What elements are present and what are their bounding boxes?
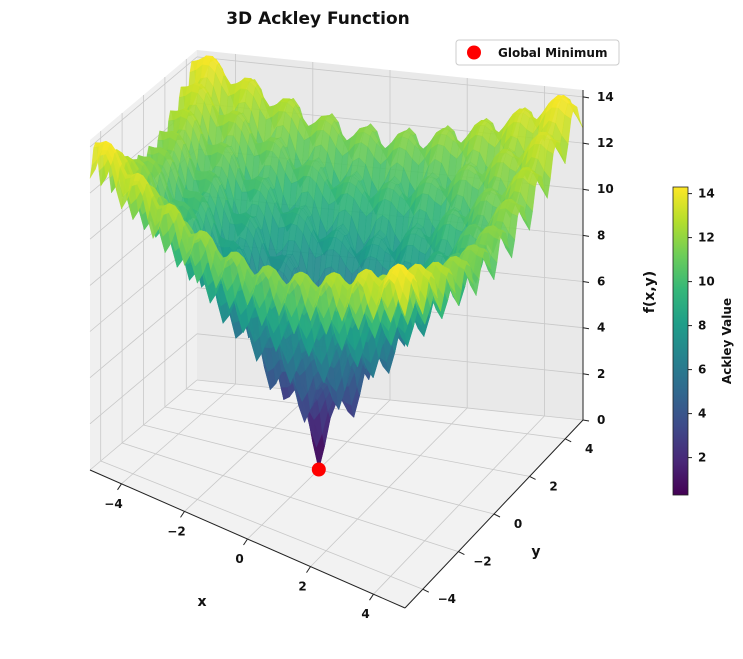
- z-tick-label: 10: [597, 182, 614, 196]
- x-tick-label: 2: [298, 580, 306, 594]
- gridline-y-floor: [164, 406, 530, 477]
- colorbar-tick-label: 10: [698, 275, 715, 289]
- gridlines: [89, 54, 584, 595]
- gridline-z-left: [89, 287, 198, 379]
- legend-marker-global-minimum: [467, 45, 481, 60]
- x-tick-mark: [369, 593, 374, 601]
- colorbar-tick-label: 8: [698, 319, 706, 333]
- x-tick-label: −2: [167, 524, 185, 538]
- y-tick-mark: [564, 438, 572, 443]
- gridline-y-floor: [186, 388, 566, 440]
- z-tick-label: 4: [597, 321, 605, 335]
- colorbar-tick-label: 12: [698, 231, 715, 245]
- x-axis-label: x: [197, 594, 206, 610]
- x-tick-mark: [306, 566, 311, 573]
- y-tick-label: 0: [514, 517, 522, 531]
- z-tick-mark: [582, 281, 590, 283]
- colorbar-label: Ackley Value: [720, 298, 734, 384]
- z-tick-label: 14: [597, 90, 614, 104]
- z-axis-label: f(x,y): [642, 271, 658, 313]
- y-tick-label: 4: [585, 442, 593, 456]
- z-tick-mark: [582, 419, 590, 422]
- colorbar-ticks: 2 4 6 8 10 12 14: [688, 187, 715, 465]
- z-tick-label: 8: [597, 228, 605, 242]
- z-tick-label: 12: [597, 136, 614, 150]
- x-tick-label: 0: [235, 552, 243, 566]
- global-minimum-marker: [311, 462, 326, 477]
- chart-title: 3D Ackley Function: [226, 9, 410, 29]
- gridline-z-left: [89, 56, 198, 148]
- y-tick-mark: [529, 475, 536, 480]
- colorbar-tick-label: 4: [698, 407, 706, 421]
- z-tick-mark: [582, 188, 590, 191]
- colorbar-gradient: [672, 186, 689, 496]
- gridline-y-floor: [100, 460, 423, 590]
- axes-3d: −4 −2 0 2 4 −4 −2 0 2 4 0 2 4 6 8 10 12 14 x y f(x,y): [89, 50, 658, 621]
- z-tick-label: 0: [597, 413, 605, 427]
- y-axis-label: y: [531, 544, 540, 560]
- gridline-z-left: [89, 379, 198, 471]
- global-minimum-group: [311, 462, 326, 477]
- z-tick-mark: [582, 373, 590, 376]
- z-tick-label: 2: [597, 367, 605, 381]
- gridline-z-back: [196, 56, 584, 98]
- colorbar-tick-label: 2: [698, 451, 706, 465]
- z-tick-mark: [582, 234, 590, 237]
- y-tick-mark: [422, 588, 430, 593]
- legend: Global Minimum: [455, 39, 620, 66]
- z-tick-mark: [582, 327, 590, 330]
- gridline-z-left: [89, 333, 198, 425]
- x-tick-label: −4: [104, 497, 122, 511]
- surface-cell: [399, 291, 409, 317]
- x-tick-mark: [117, 483, 122, 491]
- y-tick-mark: [493, 513, 501, 518]
- legend-label-global-minimum: Global Minimum: [498, 46, 607, 60]
- y-tick-label: −2: [473, 555, 491, 569]
- colorbar: 2 4 6 8 10 12 14 Ackley Value: [672, 186, 734, 496]
- colorbar-tick-label: 6: [698, 363, 706, 377]
- colorbar-tick-label: 14: [698, 187, 715, 201]
- z-tick-mark: [582, 142, 590, 145]
- tick-labels: −4 −2 0 2 4 −4 −2 0 2 4 0 2 4 6 8 10 12 14: [104, 90, 613, 621]
- legend-frame: [455, 39, 620, 66]
- x-tick-mark: [180, 511, 185, 518]
- x-tick-label: 4: [361, 607, 369, 621]
- y-tick-mark: [458, 551, 465, 556]
- gridline-z-back: [196, 379, 584, 421]
- z-tick-mark: [582, 96, 590, 99]
- surface-plot: [89, 55, 584, 470]
- z-tick-label: 6: [597, 275, 605, 289]
- y-tick-label: −4: [438, 592, 456, 606]
- gridline-y-floor: [121, 442, 459, 552]
- floor-pane: [90, 380, 583, 608]
- x-tick-mark: [243, 538, 248, 546]
- y-tick-label: 2: [549, 479, 557, 493]
